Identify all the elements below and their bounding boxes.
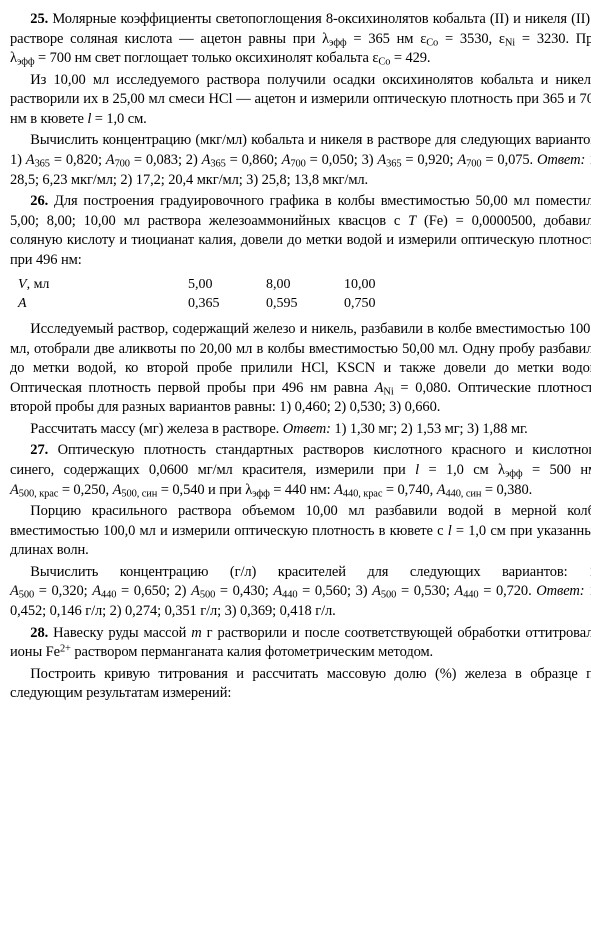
problem-27-para-2: Порцию красильного раствора объемом 10,0… bbox=[10, 502, 591, 561]
answer-label: Ответ: bbox=[536, 583, 584, 599]
problem-26-para-2: Исследуемый раствор, содержащий железо и… bbox=[10, 320, 591, 418]
problem-28-para-2: Построить кривую титрования и рассчитать… bbox=[10, 665, 591, 704]
problem-25-para-2: Из 10,00 мл исследуемого раствора получи… bbox=[10, 71, 591, 130]
problem-25-para-3: Вычислить концентрацию (мкг/мл) кобальта… bbox=[10, 131, 591, 190]
problem-27-para-3: Вычислить концентрацию (г/л) красителей … bbox=[10, 563, 591, 622]
table-cell: 0,750 bbox=[344, 295, 422, 314]
problem-25-para-1: 25. Молярные коэффициенты светопоглощени… bbox=[10, 10, 591, 69]
table-row: V, мл 5,00 8,00 10,00 bbox=[10, 276, 591, 295]
table-cell: 0,595 bbox=[266, 295, 344, 314]
table-cell: 5,00 bbox=[188, 276, 266, 295]
answer-label: Ответ: bbox=[283, 421, 331, 437]
table-cell: A bbox=[10, 295, 188, 314]
table-cell: 10,00 bbox=[344, 276, 422, 295]
problem-27-para-1: 27. Оптическую плотность стандартных рас… bbox=[10, 441, 591, 500]
problem-number-25: 25. bbox=[30, 11, 48, 27]
calibration-table: V, мл 5,00 8,00 10,00 A 0,365 0,595 0,75… bbox=[10, 276, 591, 314]
table-cell: 0,365 bbox=[188, 295, 266, 314]
table-row: A 0,365 0,595 0,750 bbox=[10, 295, 591, 314]
problem-26-para-1: 26. Для построения градуировочного графи… bbox=[10, 192, 591, 270]
answer-label: Ответ: bbox=[537, 152, 585, 168]
problem-number-27: 27. bbox=[30, 442, 48, 458]
problem-number-28: 28. bbox=[30, 625, 48, 641]
problem-26-para-3: Рассчитать массу (мг) железа в растворе.… bbox=[10, 420, 591, 440]
table-cell: V, мл bbox=[10, 276, 188, 295]
problem-28-para-1: 28. Навеску руды массой m г растворили и… bbox=[10, 624, 591, 663]
problem-number-26: 26. bbox=[30, 193, 48, 209]
table-cell: 8,00 bbox=[266, 276, 344, 295]
